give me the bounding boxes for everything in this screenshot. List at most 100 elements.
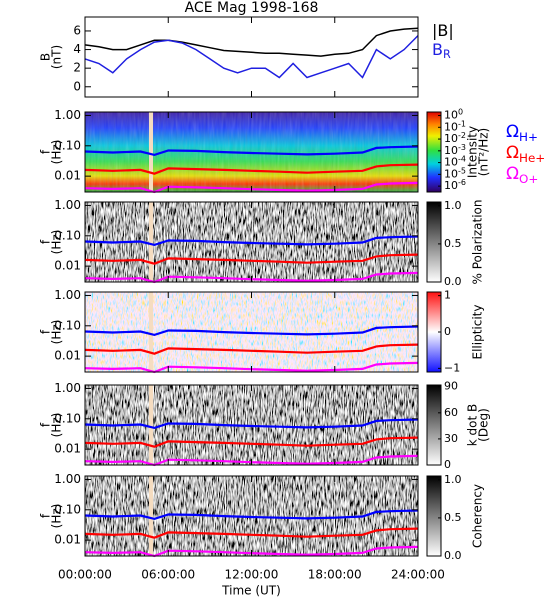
colorbar-tick-label: 0.5 — [444, 237, 462, 250]
colorbar-label: Coherency — [471, 484, 485, 548]
y-tick-label: 4 — [73, 42, 81, 56]
x-tick-label: 06:00:00 — [141, 568, 195, 582]
y-axis-label: (Hz) — [50, 320, 64, 345]
colorbar-tick-label: 0 — [444, 325, 451, 338]
legend-subscript: H+ — [519, 130, 538, 144]
y-axis-label: (Hz) — [50, 413, 64, 438]
series-line — [84, 27, 419, 57]
colorbar-tick-text: 0.0 — [444, 275, 462, 288]
series-line — [84, 235, 419, 247]
series-line — [84, 509, 419, 521]
colorbar-tick-exponent: -6 — [458, 178, 466, 187]
y-tick-label: 0.10 — [54, 138, 81, 152]
y-tick-label: 0.01 — [54, 442, 81, 456]
colorbar-tick-label: −1 — [444, 361, 460, 374]
colorbar-tick-exponent: -5 — [458, 166, 466, 175]
y-tick-label: 6 — [73, 23, 81, 37]
colorbar-tick-text: 1.0 — [444, 199, 462, 212]
y-tick-label: 1.00 — [54, 198, 81, 212]
legend-subscript: He+ — [519, 151, 545, 165]
y-axis-label: (Hz) — [50, 140, 64, 165]
colorbar-tick-exponent: -2 — [458, 131, 466, 140]
legend-name: |B| — [432, 21, 454, 40]
series-line — [84, 145, 419, 157]
colorbar-tick-text: 10 — [444, 156, 458, 169]
colorbar-tick-label: 1.0 — [444, 473, 462, 486]
colorbar-label: Intensity — [466, 126, 480, 178]
colorbar-tick-text: 10 — [444, 167, 458, 180]
series-line — [84, 163, 419, 175]
colorbar-tick-text: 10 — [444, 179, 458, 192]
colorbar-tick-text: 0 — [444, 325, 451, 338]
colorbar-tick-label: 10-2 — [444, 131, 466, 146]
colorbar — [426, 111, 442, 193]
colorbar-tick-label: 10-5 — [444, 166, 466, 181]
legend-label: |B| — [432, 21, 454, 40]
colorbar-tick-label: 100 — [444, 107, 463, 122]
y-tick-label: 2 — [73, 61, 81, 75]
data-gap — [149, 476, 153, 556]
colorbar-label: Ellipticity — [471, 305, 485, 360]
colorbar-tick-label: 0 — [444, 458, 451, 471]
series-line — [84, 253, 419, 265]
legend-name: Ω — [506, 164, 519, 184]
y-tick-label: 0.01 — [54, 349, 81, 363]
legend-subscript: R — [443, 48, 451, 61]
colorbar-label: (Deg) — [477, 408, 491, 442]
colorbar-tick-label: 10-3 — [444, 142, 466, 157]
y-tick-label: 0.01 — [54, 533, 81, 547]
colorbar-tick-label: 10-6 — [444, 178, 466, 193]
colorbar-tick-label: 90 — [444, 380, 458, 393]
y-tick-label: 0.10 — [54, 228, 81, 242]
data-gap — [149, 385, 153, 465]
colorbar-tick-text: 0.0 — [444, 549, 462, 562]
legend-label: BR — [432, 40, 451, 62]
legend-subscript: O+ — [519, 172, 538, 186]
y-tick-label: 1.00 — [54, 381, 81, 395]
data-gap — [149, 202, 153, 282]
colorbar-tick-label: 10-4 — [444, 154, 466, 169]
colorbar-label: k dot B — [466, 404, 480, 446]
colorbar-label: (nT²/Hz) — [477, 128, 491, 176]
y-tick-label: 0.10 — [54, 411, 81, 425]
plot-frame — [84, 16, 419, 98]
series-line — [84, 527, 419, 539]
y-tick-label: 0.01 — [54, 169, 81, 183]
y-axis-label: (Hz) — [50, 230, 64, 255]
y-tick-label: 1.00 — [54, 108, 81, 122]
data-gap — [149, 292, 153, 372]
y-axis-label: f — [39, 422, 53, 427]
legend-label: ΩH+ — [506, 122, 538, 144]
colorbar-tick-text: 10 — [444, 144, 458, 157]
colorbar-tick-text: 90 — [444, 380, 458, 393]
colorbar-tick-exponent: -1 — [458, 119, 466, 128]
colorbar-tick-text: 0.5 — [444, 511, 462, 524]
legend-name: Ω — [506, 143, 519, 163]
series-line — [84, 418, 419, 430]
chart-title: ACE Mag 1998-168 — [185, 0, 319, 16]
data-gap — [149, 112, 153, 192]
colorbar-label: % Polarization — [471, 200, 485, 285]
y-tick-label: 0 — [73, 79, 81, 93]
colorbar — [426, 384, 442, 466]
colorbar-tick-text: 10 — [444, 132, 458, 145]
colorbar-tick-label: 0.5 — [444, 511, 462, 524]
colorbar-tick-label: 1.0 — [444, 199, 462, 212]
x-tick-label: 00:00:00 — [58, 568, 112, 582]
legend-label: ΩHe+ — [506, 143, 545, 165]
y-tick-label: 0.01 — [54, 259, 81, 273]
y-axis-label: f — [39, 149, 53, 154]
colorbar-tick-text: 60 — [444, 406, 458, 419]
colorbar-tick-label: 60 — [444, 406, 458, 419]
colorbar-tick-exponent: -3 — [458, 142, 466, 151]
colorbar-tick-text: 10 — [444, 120, 458, 133]
y-tick-label: 0.10 — [54, 318, 81, 332]
legend-label: ΩO+ — [506, 164, 538, 186]
colorbar-tick-text: 1.0 — [444, 473, 462, 486]
legend-name: B — [432, 40, 443, 59]
colorbar-tick-text: 0 — [444, 458, 451, 471]
y-axis-label: B — [39, 53, 53, 61]
y-axis-label: (nT) — [50, 45, 64, 69]
colorbar-tick-text: 1 — [444, 289, 451, 302]
